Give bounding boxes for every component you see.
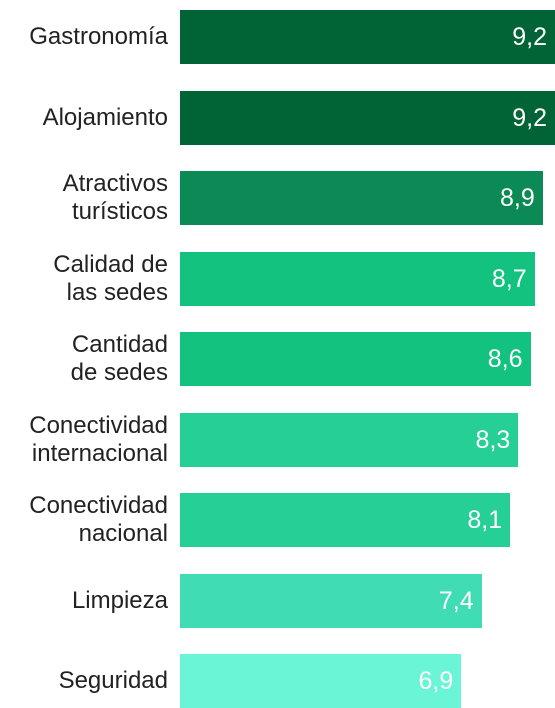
bar: [180, 493, 511, 547]
category-label: Alojamiento: [42, 103, 168, 131]
category-label: Conectividad nacional: [29, 492, 168, 547]
category-label: Gastronomía: [29, 23, 168, 50]
bar: [180, 412, 519, 467]
bar: [180, 573, 482, 628]
category-label: Cantidad de sedes: [70, 331, 168, 386]
category-label: Limpieza: [71, 586, 168, 614]
bar: [180, 654, 462, 708]
bar: [180, 90, 555, 145]
value-label: 8,9: [500, 184, 535, 212]
category-label: Seguridad: [58, 667, 168, 694]
bar: [180, 171, 543, 225]
category-label: Conectividad internacional: [29, 411, 168, 467]
value-label: 9,2: [512, 23, 547, 51]
bar: [180, 251, 535, 306]
bar: [180, 332, 531, 386]
bar: [180, 10, 555, 64]
value-label: 8,1: [467, 506, 503, 534]
value-label: 6,9: [418, 667, 454, 695]
value-label: 8,3: [475, 425, 511, 454]
value-label: 8,6: [487, 345, 523, 373]
value-label: 8,7: [491, 264, 527, 293]
category-label: Atractivos turísticos: [62, 170, 168, 225]
category-label: Calidad de las sedes: [53, 250, 168, 306]
value-label: 7,4: [438, 586, 474, 615]
value-label: 9,2: [512, 103, 547, 132]
